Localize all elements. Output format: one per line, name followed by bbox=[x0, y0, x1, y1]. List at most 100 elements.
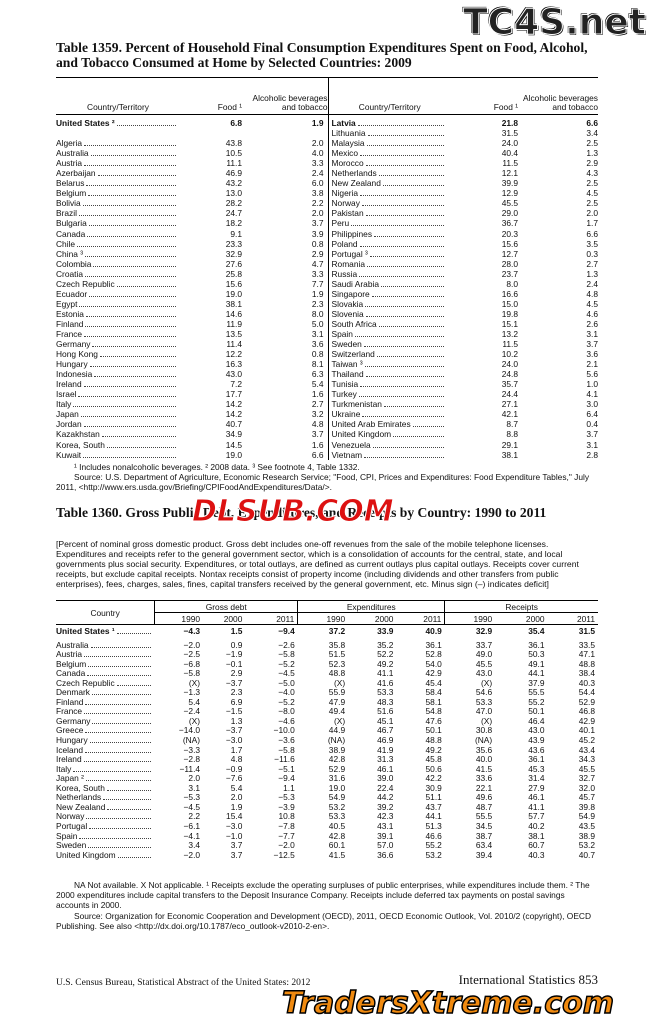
leader-dots bbox=[73, 770, 151, 772]
row-label: Romania bbox=[332, 259, 449, 269]
row-label: Lithuania bbox=[332, 128, 449, 138]
cell: 33.5 bbox=[578, 639, 595, 650]
country-name: New Zealand bbox=[331, 178, 381, 189]
table-row: Brazil 24.7 2.0 Pakistan 29.0 2.0 bbox=[56, 208, 598, 219]
cell: 41.5 bbox=[328, 849, 346, 860]
source: Source: Organization for Economic Cooper… bbox=[56, 911, 592, 931]
header-row: 1990 2000 2011 1990 2000 2011 1990 2000 2011 bbox=[56, 612, 598, 625]
row-label: Peru bbox=[332, 218, 449, 228]
country-name: Canada bbox=[56, 668, 86, 679]
table-row: Kuwait 19.0 6.6 Vietnam 38.1 2.8 bbox=[56, 449, 598, 460]
table-row: Germany (X) 1.3 −4.6 (X) 45.1 47.6 (X) 46.4 42.9 bbox=[56, 715, 598, 727]
leader-dots bbox=[359, 275, 444, 277]
cell: 42.1 bbox=[501, 409, 518, 420]
table-row: Greece −14.0 −3.7 −10.0 44.9 46.7 50.1 30.8 43.0… bbox=[56, 726, 598, 736]
row-label: Slovenia bbox=[332, 309, 449, 319]
cell: 11.1 bbox=[226, 158, 242, 169]
cell: 2.0 bbox=[188, 773, 201, 784]
cell: 38.9 bbox=[328, 744, 346, 755]
cell: −5.8 bbox=[278, 744, 295, 755]
leader-dots bbox=[73, 406, 176, 408]
leader-dots bbox=[354, 336, 444, 337]
cell: 30.9 bbox=[425, 782, 442, 793]
source: Source: U.S. Department of Agriculture, … bbox=[56, 472, 590, 492]
cell: 40.0 bbox=[475, 754, 493, 765]
row-label-cell: Poland bbox=[327, 238, 448, 249]
leader-dots bbox=[381, 285, 444, 287]
row-label-cell: United Kingdom bbox=[56, 849, 155, 861]
cell: −3.7 bbox=[225, 725, 243, 736]
cell: 3.1 bbox=[586, 329, 598, 339]
cell: 52.8 bbox=[425, 649, 442, 660]
leader-dots bbox=[372, 446, 444, 448]
row-label: Australia bbox=[56, 640, 155, 651]
row-label-cell: Colombia bbox=[56, 259, 180, 269]
cell: 24.8 bbox=[501, 369, 518, 380]
country-name: Poland bbox=[331, 238, 358, 249]
country-name: United States ¹ bbox=[56, 626, 115, 637]
country-name: Australia bbox=[56, 148, 89, 159]
country-name: Portugal bbox=[56, 820, 88, 831]
cell: 36.1 bbox=[528, 754, 545, 765]
row-label-cell: New Zealand bbox=[327, 178, 448, 189]
leader-dots bbox=[85, 703, 151, 705]
cell: 40.1 bbox=[578, 725, 595, 736]
leader-dots bbox=[85, 732, 151, 734]
cell: 6.6 bbox=[311, 449, 324, 460]
table-row: Korea, South 3.1 5.4 1.1 19.0 22.4 30.9 22.1 27.… bbox=[56, 782, 598, 794]
row-label: Czech Republic bbox=[56, 678, 155, 689]
cell: 19.0 bbox=[225, 288, 242, 299]
row-label: Kuwait bbox=[56, 450, 180, 460]
row-label: United Arab Emirates bbox=[332, 419, 449, 429]
cell: −5.0 bbox=[278, 677, 295, 688]
leader-dots bbox=[91, 694, 151, 696]
cell: 50.1 bbox=[528, 706, 545, 717]
row-label: Kazakhstan bbox=[56, 429, 180, 439]
cell: −0.1 bbox=[225, 658, 243, 669]
row-label: Portugal ³ bbox=[332, 249, 449, 259]
cell: 52.9 bbox=[328, 763, 346, 774]
row-label: Algeria bbox=[56, 138, 180, 148]
cell: (NA) bbox=[182, 735, 201, 746]
cell: 47.9 bbox=[328, 696, 346, 707]
row-label-cell: Russia bbox=[327, 268, 449, 279]
cell: −3.0 bbox=[225, 735, 243, 746]
table-row: Netherlands −5.3 2.0 −5.3 54.9 44.2 51.1 49.6 46… bbox=[56, 793, 598, 803]
country-name: United Kingdom bbox=[56, 849, 116, 860]
cell: 19.8 bbox=[501, 308, 518, 319]
country-name: Singapore bbox=[331, 288, 370, 299]
row-label-cell: Belgium bbox=[56, 659, 155, 670]
row-label-cell: United Kingdom bbox=[327, 429, 448, 440]
country-name: United States ² bbox=[56, 118, 115, 129]
country-name: Taiwan ³ bbox=[331, 359, 363, 370]
cell: −4.1 bbox=[183, 830, 201, 841]
cell: 3.1 bbox=[311, 329, 324, 339]
watermark: TradersXtreme.com bbox=[281, 985, 614, 1022]
row-label: Germany bbox=[56, 716, 155, 727]
row-label-cell: Portugal ³ bbox=[327, 248, 449, 259]
cell: (X) bbox=[333, 715, 346, 726]
leader-dots bbox=[367, 135, 444, 137]
row-label: Colombia bbox=[56, 259, 180, 269]
group-header: Expenditures bbox=[297, 600, 445, 613]
column-header: Country/Territory bbox=[56, 77, 180, 115]
row-label: Mexico bbox=[332, 148, 449, 158]
cell: 40.3 bbox=[528, 849, 545, 860]
cell: 48.8 bbox=[328, 668, 346, 679]
table-row: Algeria 43.8 2.0 Malaysia 24.0 2.5 bbox=[56, 138, 598, 149]
row-label: Venezuela bbox=[332, 440, 449, 450]
leader-dots bbox=[412, 426, 444, 428]
cell: 16.6 bbox=[501, 288, 518, 299]
leader-dots bbox=[90, 155, 176, 157]
cell: 43.8 bbox=[225, 138, 242, 149]
country-name: Denmark bbox=[56, 687, 90, 698]
leader-dots bbox=[116, 285, 176, 287]
row-label-cell: Austria bbox=[56, 158, 180, 168]
row-label-cell: Belarus bbox=[56, 178, 180, 188]
country-name: Hungary bbox=[56, 359, 88, 370]
cell: 52.3 bbox=[328, 658, 346, 669]
leader-dots bbox=[360, 155, 444, 157]
row-label: Russia bbox=[332, 269, 449, 279]
cell: 51.1 bbox=[425, 792, 442, 803]
cell: 6.6 bbox=[586, 118, 598, 129]
